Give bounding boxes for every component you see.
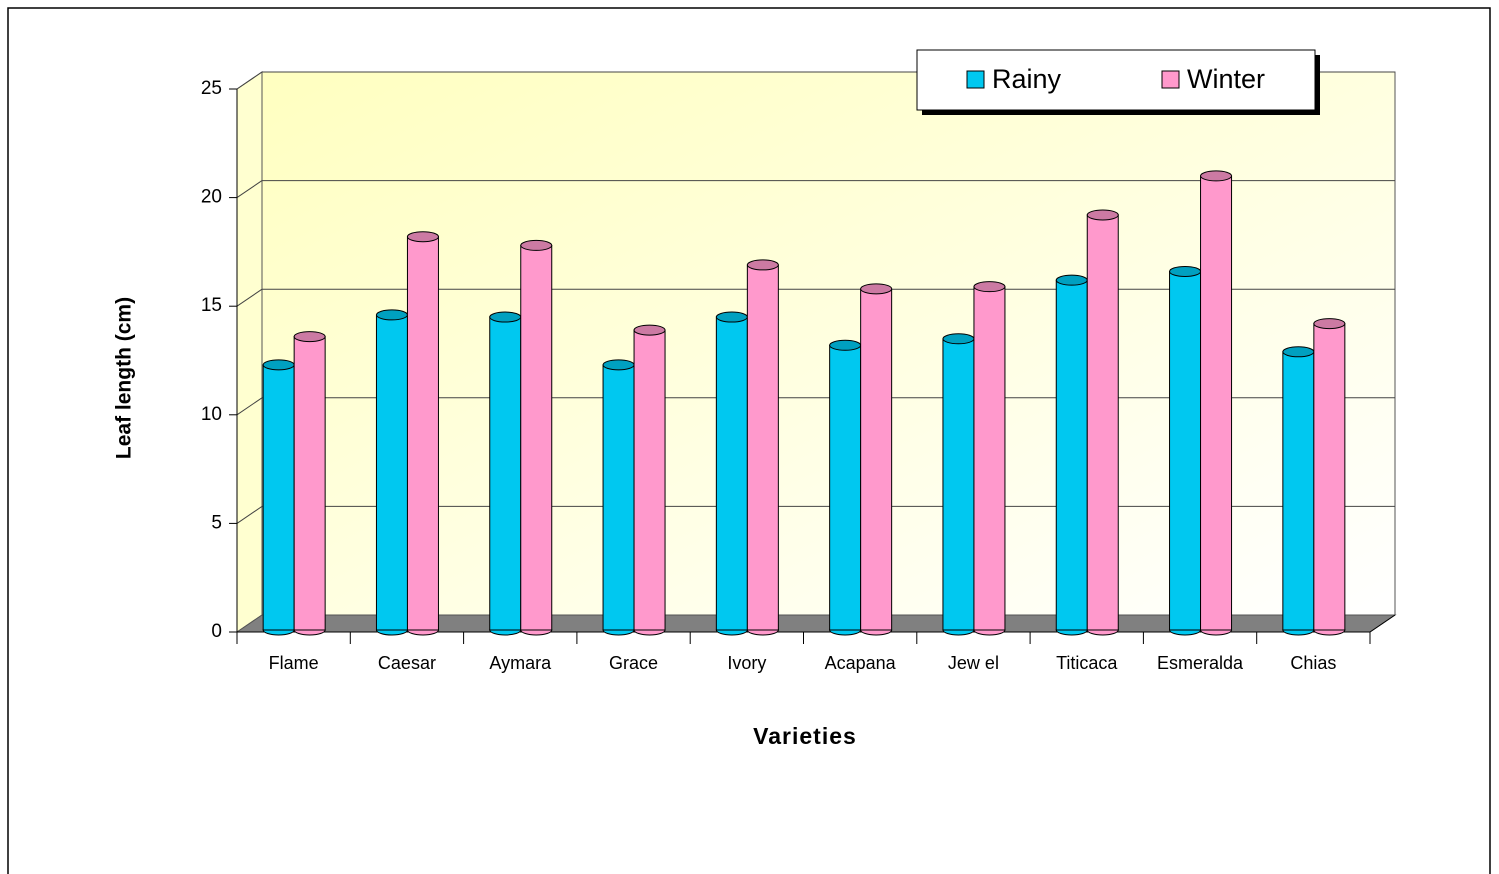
x-tick-label: Acapana: [825, 653, 897, 673]
bar: [406, 231, 439, 636]
bar-body: [1282, 351, 1315, 631]
bar: [489, 311, 522, 636]
grid-line: [236, 505, 263, 524]
x-tick-label: Flame: [269, 653, 319, 673]
y-axis-label: Leaf length (cm): [113, 297, 136, 459]
bar-body: [1086, 214, 1119, 631]
legend-label: Winter: [1187, 64, 1265, 94]
bar-body: [520, 244, 553, 631]
bar-top: [633, 324, 666, 336]
bar-top: [1169, 265, 1202, 277]
y-tick-label: 20: [201, 187, 222, 208]
bar: [602, 359, 635, 636]
grid-line: [236, 288, 263, 307]
y-tick-label: 5: [211, 512, 222, 533]
bar-top: [293, 331, 326, 343]
bar-top: [602, 359, 635, 371]
bar: [829, 339, 862, 636]
bar-top: [746, 259, 779, 271]
chart-border: [7, 7, 1491, 874]
bar: [633, 324, 666, 636]
floor-edge: [1369, 614, 1396, 633]
bar-body: [1313, 323, 1346, 631]
legend-swatch: [966, 70, 985, 89]
y-tick-label: 0: [211, 621, 222, 642]
legend-label: Rainy: [992, 64, 1062, 94]
bar: [1086, 209, 1119, 636]
bar-top: [1055, 274, 1088, 286]
side-wall: [236, 71, 263, 633]
bar-top: [942, 333, 975, 345]
bar-body: [262, 364, 295, 631]
x-tick-label: Titicaca: [1056, 653, 1118, 673]
bar-top: [1086, 209, 1119, 221]
bar-top: [262, 359, 295, 371]
bar-top: [489, 311, 522, 323]
legend-swatch: [1161, 70, 1180, 89]
bar-top: [406, 231, 439, 243]
bar-body: [1169, 270, 1202, 631]
bar-body: [860, 288, 893, 631]
y-tick-label: 25: [201, 78, 222, 99]
bar-top: [375, 309, 408, 321]
bar: [942, 333, 975, 636]
bar-body: [746, 264, 779, 631]
bar-top: [1313, 318, 1346, 330]
x-tick-label: Aymara: [489, 653, 552, 673]
x-tick-label: Chias: [1290, 653, 1336, 673]
bar: [860, 283, 893, 636]
x-tick-label: Grace: [609, 653, 658, 673]
legend: [916, 49, 1316, 111]
bar-top: [829, 339, 862, 351]
grid-line: [236, 71, 263, 90]
bar: [375, 309, 408, 636]
bar: [262, 359, 295, 636]
bar-top: [973, 281, 1006, 293]
bar-top: [860, 283, 893, 295]
bar: [1313, 318, 1346, 636]
x-axis-label: Varieties: [753, 723, 857, 749]
y-tick-label: 15: [201, 295, 222, 316]
bar: [520, 239, 553, 636]
bar: [293, 331, 326, 636]
bar: [746, 259, 779, 636]
bar-body: [973, 286, 1006, 631]
bar-body: [1055, 279, 1088, 631]
grid-line: [236, 397, 263, 416]
bar-top: [1282, 346, 1315, 358]
bar: [973, 281, 1006, 636]
bar-body: [489, 316, 522, 631]
x-tick-label: Caesar: [378, 653, 436, 673]
x-tick-label: Ivory: [727, 653, 766, 673]
bar-body: [375, 314, 408, 631]
bar-top: [520, 239, 553, 251]
bar: [1200, 170, 1233, 636]
bar-body: [942, 338, 975, 631]
bar-body: [1200, 175, 1233, 631]
bar-body: [633, 329, 666, 631]
bar-body: [829, 344, 862, 631]
x-tick-label: Esmeralda: [1157, 653, 1244, 673]
bar: [1055, 274, 1088, 636]
y-tick-label: 10: [201, 404, 222, 425]
bar: [1169, 265, 1202, 636]
bar-top: [1200, 170, 1233, 182]
x-tick-label: Jew el: [948, 653, 999, 673]
bar: [1282, 346, 1315, 636]
grid-line: [236, 180, 263, 199]
bar-body: [602, 364, 635, 631]
bar-top: [715, 311, 748, 323]
bar-body: [293, 336, 326, 631]
bar-body: [715, 316, 748, 631]
bar: [715, 311, 748, 636]
bar-body: [406, 236, 439, 631]
